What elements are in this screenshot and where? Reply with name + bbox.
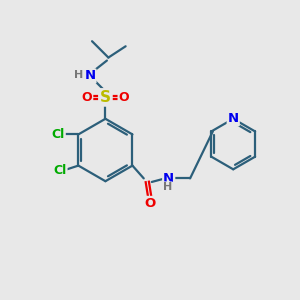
- Text: N: N: [84, 70, 95, 83]
- Text: O: O: [82, 91, 92, 104]
- Text: Cl: Cl: [52, 128, 65, 141]
- Text: O: O: [118, 91, 129, 104]
- Text: H: H: [74, 70, 83, 80]
- Text: O: O: [145, 197, 156, 210]
- Text: S: S: [100, 90, 111, 105]
- Text: N: N: [163, 172, 174, 185]
- Text: N: N: [228, 112, 239, 125]
- Text: Cl: Cl: [53, 164, 67, 178]
- Text: H: H: [163, 182, 172, 192]
